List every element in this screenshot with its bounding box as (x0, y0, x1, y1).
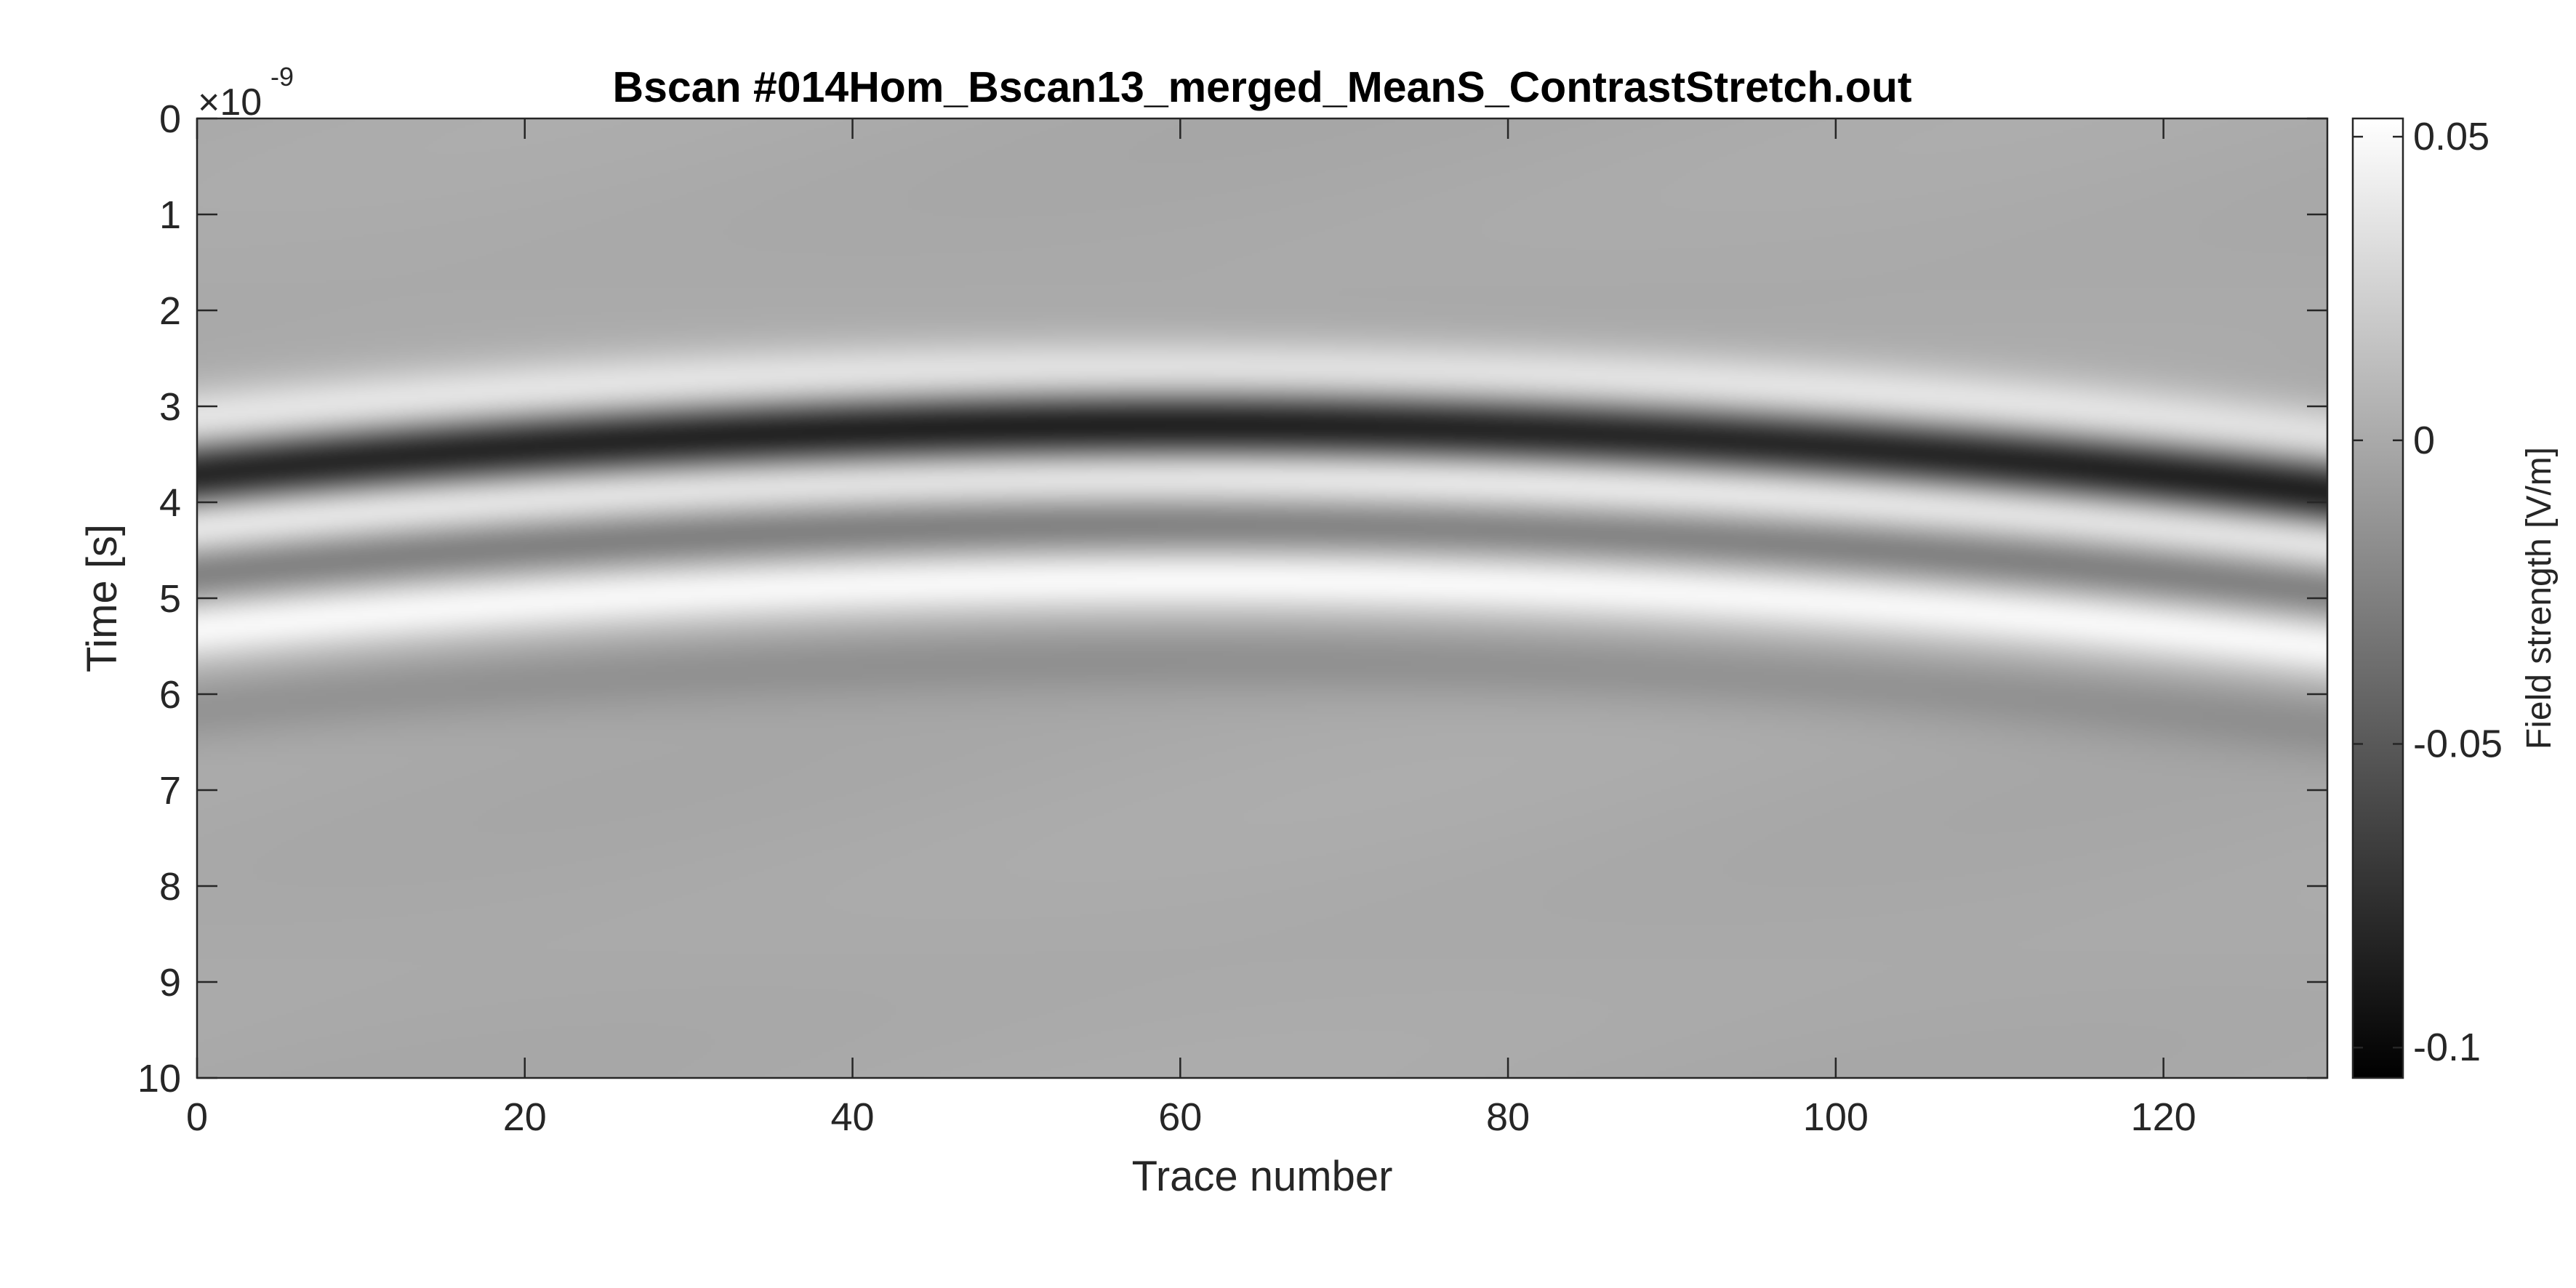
colorbar-ticks: 0.05 0 -0.05 -0.1 (2353, 115, 2503, 1069)
colorbar-tick-label: 0 (2413, 419, 2435, 462)
colorbar-label: Field strength [V/m] (2520, 447, 2559, 749)
x-tick-label: 40 (830, 1095, 874, 1139)
x-tick-label: 120 (2131, 1095, 2196, 1139)
y-tick-label: 8 (159, 865, 181, 909)
y-tick-label: 6 (159, 673, 181, 717)
x-tick-label: 20 (503, 1095, 547, 1139)
y-tick-label: 1 (159, 193, 181, 237)
x-tick-label: 80 (1486, 1095, 1530, 1139)
x-tick-label: 0 (186, 1095, 208, 1139)
y-axis: 0 1 2 3 4 5 6 7 8 9 10 (137, 97, 2327, 1100)
y-tick-label: 5 (159, 577, 181, 621)
x-axis-label: Trace number (1132, 1153, 1393, 1200)
bscan-image (197, 118, 2327, 1078)
colorbar (2351, 117, 2404, 1079)
x-tick-label: 60 (1158, 1095, 1202, 1139)
chart-title: Bscan #014Hom_Bscan13_merged_MeanS_Contr… (612, 63, 1911, 111)
x-tick-label: 100 (1803, 1095, 1869, 1139)
y-exponent-base: ×10 (198, 81, 262, 124)
y-tick-label: 7 (159, 769, 181, 813)
y-tick-label: 9 (159, 961, 181, 1005)
y-tick-label: 2 (159, 289, 181, 333)
y-tick-label: 4 (159, 481, 181, 525)
colorbar-tick-label: -0.05 (2413, 723, 2503, 766)
y-tick-label: 3 (159, 385, 181, 429)
y-tick-label: 0 (159, 97, 181, 141)
y-tick-label: 10 (137, 1057, 181, 1100)
colorbar-tick-label: -0.1 (2413, 1026, 2481, 1069)
colorbar-tick-label: 0.05 (2413, 115, 2489, 158)
y-axis-label: Time [s] (79, 524, 126, 672)
x-axis: 0 20 40 60 80 100 120 (186, 118, 2196, 1139)
y-exponent-power: -9 (270, 62, 294, 92)
